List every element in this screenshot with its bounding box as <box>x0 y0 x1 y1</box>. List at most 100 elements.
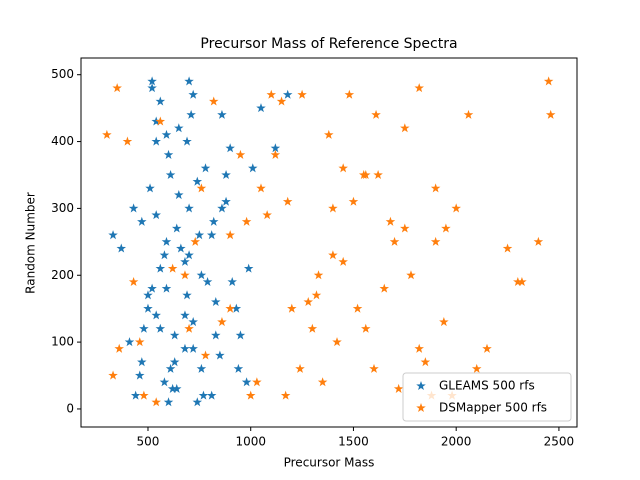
point <box>533 236 544 246</box>
point <box>393 383 404 393</box>
point <box>233 363 244 373</box>
point <box>188 89 198 99</box>
y-axis-label: Random Number <box>24 192 38 294</box>
point <box>379 283 390 293</box>
point <box>208 216 219 226</box>
point <box>282 89 293 99</box>
point <box>543 76 554 86</box>
point <box>180 256 190 266</box>
point <box>451 203 461 213</box>
point <box>217 109 227 119</box>
point <box>114 343 124 353</box>
point <box>184 76 194 86</box>
point <box>184 203 194 213</box>
point <box>280 390 291 400</box>
point <box>159 377 170 387</box>
point <box>227 276 237 286</box>
point <box>200 350 211 360</box>
point <box>221 196 231 206</box>
point <box>102 129 112 139</box>
point <box>139 390 149 400</box>
y-tick-label: 500 <box>51 67 74 81</box>
point <box>184 250 194 260</box>
point <box>245 390 256 400</box>
x-tick-label: 1000 <box>235 435 266 449</box>
point <box>188 317 198 327</box>
point <box>256 183 266 193</box>
point <box>243 263 254 273</box>
point <box>143 303 153 313</box>
point <box>373 169 383 180</box>
y-tick-label: 300 <box>51 201 74 215</box>
point <box>122 136 133 146</box>
point <box>151 136 161 146</box>
point <box>169 330 180 340</box>
point <box>192 397 203 407</box>
point <box>311 290 322 300</box>
point <box>161 129 172 139</box>
point <box>221 169 231 180</box>
point <box>317 377 328 387</box>
point <box>182 290 192 300</box>
legend-box <box>402 372 572 422</box>
point <box>241 377 252 387</box>
point <box>206 390 217 400</box>
point <box>385 216 396 226</box>
y-tick-label: 200 <box>51 268 74 282</box>
point <box>206 230 217 240</box>
point <box>124 337 135 347</box>
point <box>202 276 213 286</box>
point <box>163 149 174 159</box>
point <box>165 363 176 373</box>
point <box>287 303 297 313</box>
point <box>352 303 363 313</box>
point <box>276 96 287 106</box>
point <box>513 276 523 286</box>
point <box>143 290 153 300</box>
point <box>128 276 139 286</box>
point <box>190 236 200 246</box>
point <box>231 303 242 313</box>
series-points <box>102 76 556 407</box>
point <box>155 263 166 273</box>
point <box>256 103 266 113</box>
point <box>225 143 235 153</box>
point <box>151 397 161 407</box>
point <box>328 250 338 260</box>
point <box>165 169 176 180</box>
point <box>414 83 424 93</box>
point <box>371 109 381 119</box>
point <box>188 343 198 353</box>
point <box>180 310 190 320</box>
point <box>313 270 324 280</box>
y-tick-label: 100 <box>51 335 74 349</box>
point <box>324 129 334 139</box>
x-tick-label: 2500 <box>544 435 575 449</box>
point <box>463 109 474 119</box>
point <box>169 357 180 367</box>
point <box>159 250 170 260</box>
point <box>161 236 172 246</box>
point <box>184 323 194 333</box>
point <box>545 109 556 119</box>
point <box>135 370 145 380</box>
chart-title: Precursor Mass of Reference Spectra <box>200 36 457 52</box>
point <box>176 243 186 253</box>
point <box>400 123 410 133</box>
plot-frame <box>80 57 578 428</box>
point <box>196 363 207 373</box>
point <box>180 343 190 353</box>
point <box>108 370 118 380</box>
point <box>400 223 410 233</box>
point <box>252 377 262 387</box>
point <box>171 383 182 393</box>
point <box>116 243 127 253</box>
point <box>147 83 157 93</box>
point <box>295 363 305 373</box>
point <box>167 383 178 393</box>
point <box>225 303 235 313</box>
point <box>441 223 451 233</box>
point <box>208 96 219 106</box>
point <box>406 270 416 280</box>
